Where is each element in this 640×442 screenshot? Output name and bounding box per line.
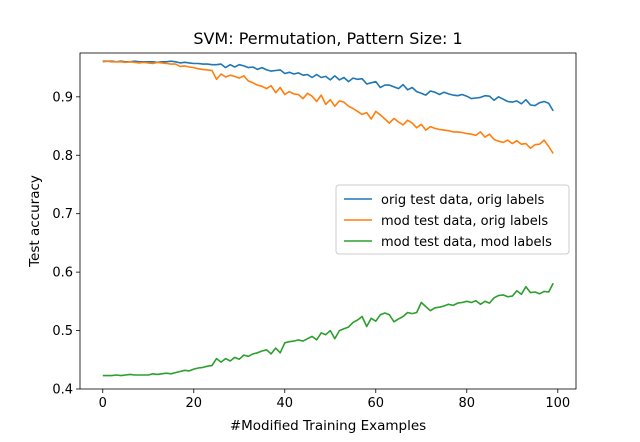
- x-tick-label: 20: [185, 396, 202, 411]
- x-tick-label: 60: [368, 396, 385, 411]
- y-axis-label: Test accuracy: [27, 175, 43, 268]
- axis-ticks: 0 20 40 60 80 100 0.4 0.5 0.6 0.7 0.8 0.9: [52, 90, 570, 411]
- x-tick-label: 80: [459, 396, 476, 411]
- legend-label-1: orig test data, orig labels: [381, 193, 545, 208]
- y-tick-label: 0.9: [52, 90, 73, 105]
- y-tick-label: 0.6: [52, 266, 73, 281]
- axes-frame: [79, 52, 577, 390]
- y-tick-label: 0.5: [52, 324, 73, 339]
- plot-marks: [102, 60, 554, 377]
- series-line-3: [102, 282, 554, 377]
- x-tick-label: 40: [276, 396, 293, 411]
- legend-label-3: mod test data, mod labels: [381, 235, 552, 250]
- chart-legend: orig test data, orig labels mod test data…: [335, 184, 570, 255]
- legend-label-2: mod test data, orig labels: [381, 214, 548, 229]
- series-line-2: [102, 60, 554, 154]
- chart-title: SVM: Permutation, Pattern Size: 1: [193, 29, 462, 48]
- y-tick-label: 0.7: [52, 207, 73, 222]
- legend-box: [335, 184, 570, 255]
- x-tick-label: 100: [545, 396, 570, 411]
- series-line-1: [102, 60, 554, 112]
- x-tick-label: 0: [99, 396, 107, 411]
- y-tick-label: 0.8: [52, 149, 73, 164]
- y-tick-label: 0.4: [52, 383, 73, 398]
- x-axis-label: #Modified Training Examples: [230, 418, 426, 434]
